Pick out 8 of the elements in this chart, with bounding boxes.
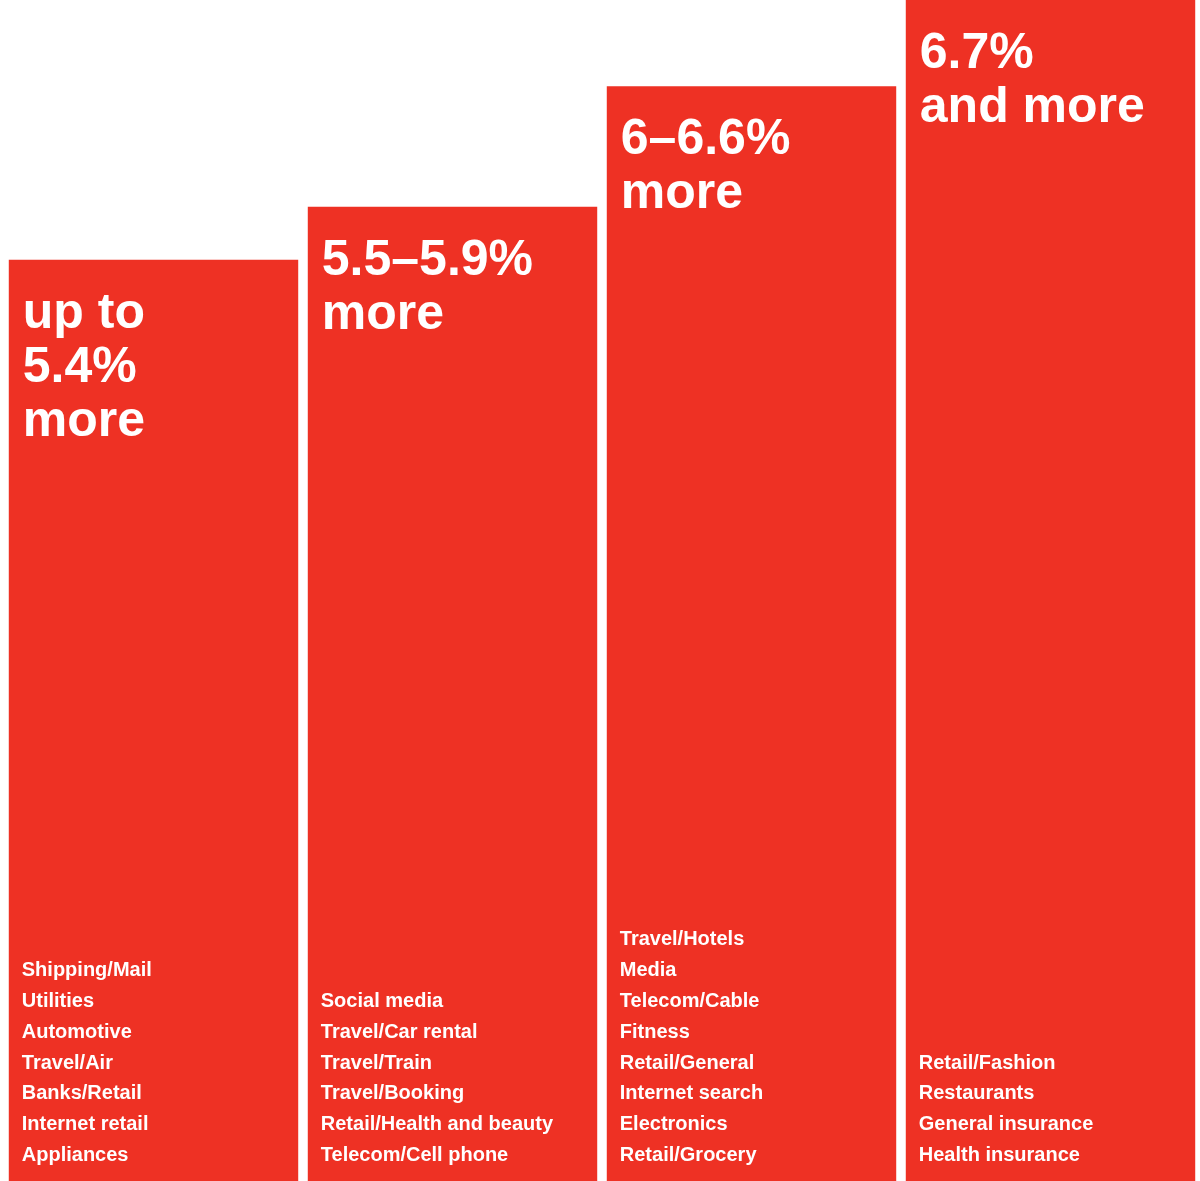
annotation: Retail/Fashion Restaurants General insurance Health insurance — [918, 1050, 1094, 1165]
x-tick-label: up to 5.4% more — [22, 282, 146, 447]
annotation: Travel/Hotels Media Telecom/Cable Fitness Retail/General Internet search Electronics Retail/Grocery — [619, 927, 764, 1165]
x-tick-label: 6–6.6% more — [620, 109, 791, 220]
annotation: Social media Travel/Car rental Travel/Train Travel/Booking Retail/Health and beauty Telecom/Cell phone — [320, 989, 554, 1165]
x-tick-label: 5.5–5.9% more — [321, 229, 534, 340]
annotation: Shipping/Mail Utilities Automotive Travel/Air Banks/Retail Internet retail Appliances — [21, 958, 152, 1165]
x-tick-label: 6.7% and more — [919, 23, 1145, 133]
